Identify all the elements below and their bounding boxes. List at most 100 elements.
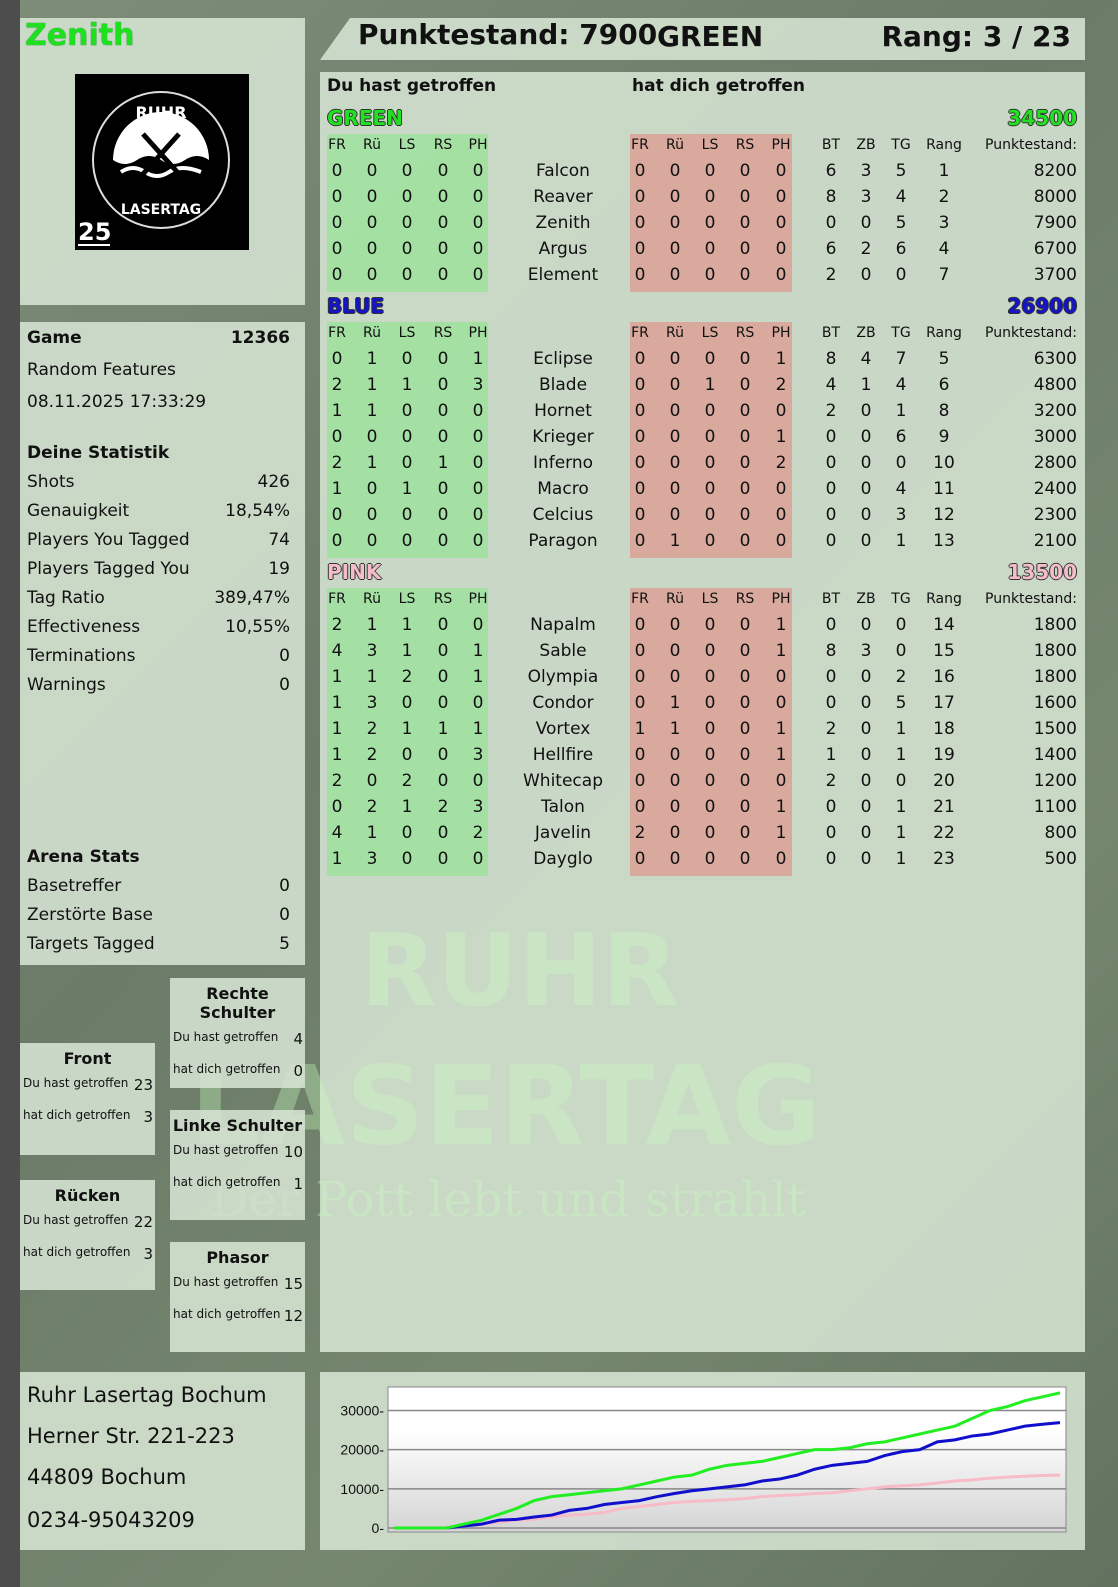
hit-you-cell: 0 bbox=[739, 693, 751, 713]
player-name-cell: Vortex bbox=[535, 719, 591, 739]
body-right-shoulder: Rechte Schulter Du hast getroffen 4 hat d… bbox=[170, 978, 305, 1088]
arena-row: Targets Tagged 5 bbox=[27, 934, 290, 954]
team-score: 13500 bbox=[1007, 560, 1077, 584]
col-header: Rü bbox=[666, 325, 684, 341]
stat-label: Genauigkeit bbox=[27, 501, 130, 521]
col-header: Rü bbox=[666, 137, 684, 153]
hit-you-cell: 0 bbox=[775, 187, 787, 207]
hit-you-cell: 0 bbox=[669, 505, 681, 525]
stat-cell: 3 bbox=[938, 213, 950, 233]
hit-you-cell: 0 bbox=[739, 849, 751, 869]
col-header: Rang bbox=[926, 137, 962, 153]
col-header: Punktestand: bbox=[985, 591, 1077, 607]
col-header: RS bbox=[735, 137, 755, 153]
player-name-cell: Hornet bbox=[534, 401, 592, 421]
points-cell: 3700 bbox=[1033, 265, 1077, 285]
game-id: 12366 bbox=[230, 328, 290, 348]
hit-you-cell: 0 bbox=[704, 531, 716, 551]
you-hit-cell: 0 bbox=[472, 479, 484, 499]
hit-you-cell: 0 bbox=[669, 479, 681, 499]
hit-you-cell: 0 bbox=[704, 641, 716, 661]
you-hit-cell: 1 bbox=[401, 719, 413, 739]
you-hit-cell: 1 bbox=[366, 349, 378, 369]
you-hit-cell: 0 bbox=[401, 349, 413, 369]
points-cell: 4800 bbox=[1033, 375, 1077, 395]
team-score: 26900 bbox=[1007, 294, 1077, 318]
hit-you-cell: 0 bbox=[739, 797, 751, 817]
you-hit-cell: 0 bbox=[437, 505, 449, 525]
hit-you-cell: 0 bbox=[739, 745, 751, 765]
stat-cell: 0 bbox=[860, 427, 872, 447]
stat-row: Effectiveness 10,55% bbox=[27, 617, 290, 637]
you-hit-cell: 1 bbox=[472, 719, 484, 739]
points-cell: 2300 bbox=[1033, 505, 1077, 525]
stat-cell: 5 bbox=[895, 161, 907, 181]
hit-you-cell: 0 bbox=[669, 375, 681, 395]
value: 10 bbox=[283, 1143, 303, 1161]
stat-cell: 12 bbox=[933, 505, 955, 525]
col-header: RS bbox=[433, 591, 453, 607]
col-header: Rang bbox=[926, 325, 962, 341]
team-name: GREEN bbox=[657, 20, 764, 53]
you-hit-cell: 1 bbox=[401, 479, 413, 499]
stat-cell: 0 bbox=[860, 719, 872, 739]
hit-you-cell: 1 bbox=[775, 427, 787, 447]
stat-value: 19 bbox=[268, 559, 290, 579]
you-hit-cell: 0 bbox=[437, 213, 449, 233]
panel-title: Rechte Schulter bbox=[199, 984, 276, 1022]
col-header: PH bbox=[468, 137, 488, 153]
hit-you-cell: 0 bbox=[704, 745, 716, 765]
you-hit-cell: 1 bbox=[331, 479, 343, 499]
stat-cell: 3 bbox=[895, 505, 907, 525]
hit-you-cell: 0 bbox=[704, 615, 716, 635]
hit-you-cell: 2 bbox=[775, 453, 787, 473]
you-hit-cell: 0 bbox=[437, 667, 449, 687]
col-header: FR bbox=[328, 325, 346, 341]
you-hit-cell: 0 bbox=[437, 479, 449, 499]
col-header: Rü bbox=[363, 325, 381, 341]
hit-you-cell: 0 bbox=[669, 213, 681, 233]
value: 3 bbox=[143, 1245, 153, 1263]
hit-you-cell: 0 bbox=[634, 161, 646, 181]
you-hit-cell: 4 bbox=[331, 641, 343, 661]
player-name: Zenith bbox=[25, 18, 135, 53]
you-hit-cell: 0 bbox=[401, 187, 413, 207]
stat-cell: 10 bbox=[933, 453, 955, 473]
you-hit-cell: 1 bbox=[366, 375, 378, 395]
stat-cell: 0 bbox=[860, 401, 872, 421]
series-line bbox=[394, 1473, 1061, 1530]
you-hit-cell: 0 bbox=[437, 771, 449, 791]
stat-cell: 2 bbox=[825, 265, 837, 285]
col-header: BT bbox=[821, 325, 841, 341]
points-cell: 1800 bbox=[1033, 667, 1077, 687]
hit-you-cell: 0 bbox=[634, 427, 646, 447]
stat-cell: 0 bbox=[860, 531, 872, 551]
stat-cell: 0 bbox=[860, 505, 872, 525]
points-cell: 1600 bbox=[1033, 693, 1077, 713]
stat-label: Warnings bbox=[27, 675, 106, 695]
you-hit-cell: 1 bbox=[472, 641, 484, 661]
body-front: Front Du hast getroffen 23 hat dich getro… bbox=[20, 1043, 155, 1155]
hit-you-cell: 1 bbox=[775, 719, 787, 739]
stat-label: Players You Tagged bbox=[27, 530, 190, 550]
stat-label: Shots bbox=[27, 472, 75, 492]
value: 0 bbox=[293, 1062, 303, 1080]
stat-cell: 0 bbox=[860, 615, 872, 635]
col-header: LS bbox=[701, 591, 719, 607]
stat-cell: 0 bbox=[825, 667, 837, 687]
svg-text:25: 25 bbox=[78, 218, 111, 246]
stat-row: Players You Tagged 74 bbox=[27, 530, 290, 550]
hit-you-cell: 0 bbox=[704, 849, 716, 869]
hit-you-cell: 0 bbox=[634, 505, 646, 525]
game-label: Game bbox=[27, 328, 82, 348]
arena-value: 0 bbox=[279, 876, 290, 896]
stat-cell: 0 bbox=[825, 693, 837, 713]
hit-you-cell: 0 bbox=[634, 745, 646, 765]
you-hit-cell: 1 bbox=[331, 667, 343, 687]
you-hit-cell: 0 bbox=[331, 427, 343, 447]
hit-you-cell: 0 bbox=[634, 349, 646, 369]
points-cell: 8000 bbox=[1033, 187, 1077, 207]
hit-you-heading: hat dich getroffen bbox=[632, 76, 806, 96]
stat-cell: 9 bbox=[938, 427, 950, 447]
arena-value: 5 bbox=[279, 934, 290, 954]
